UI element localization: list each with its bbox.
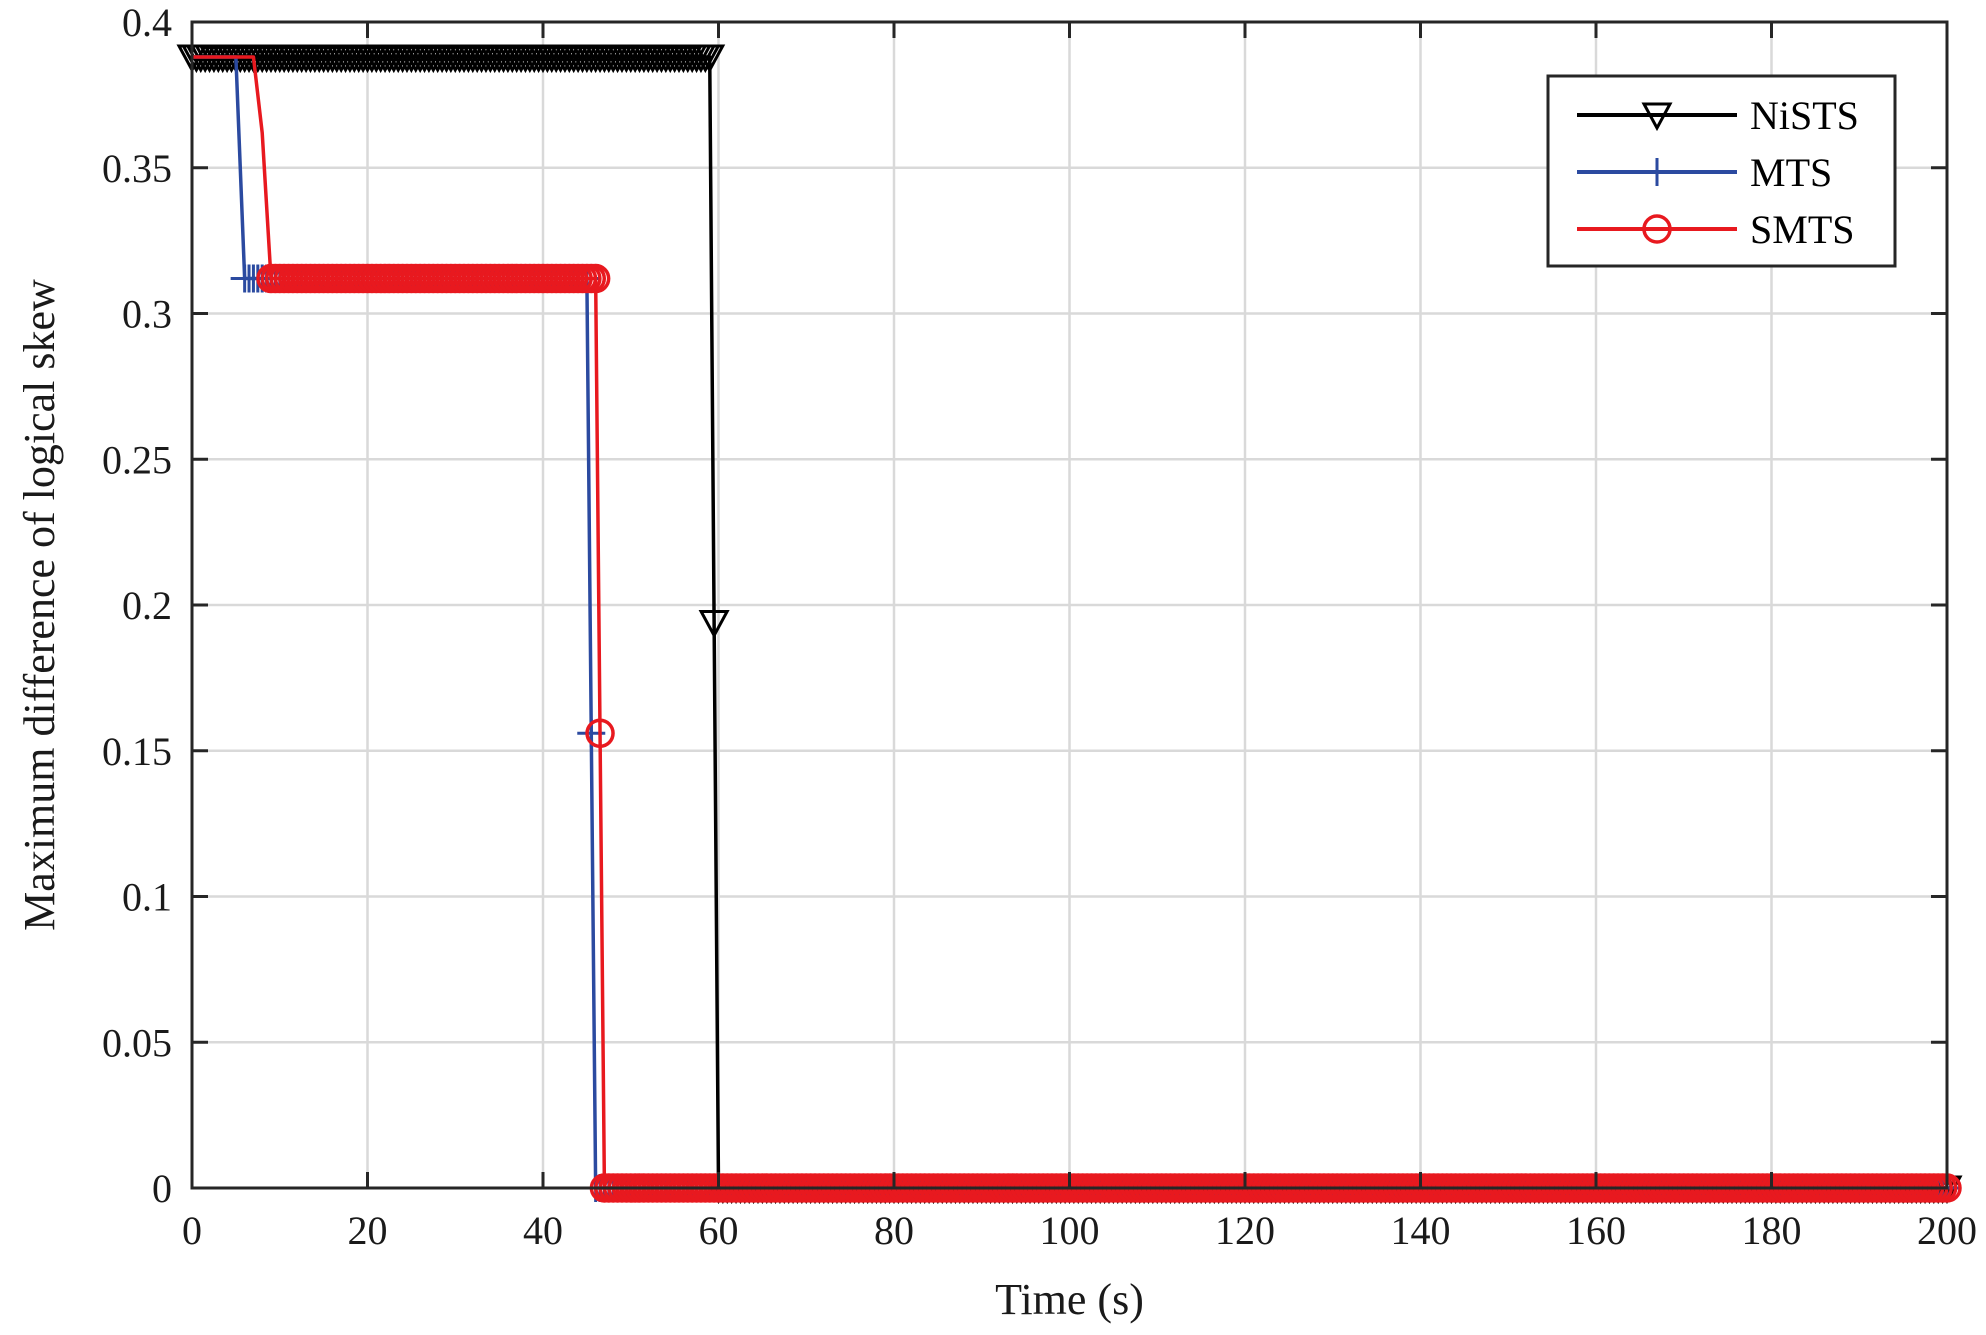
x-tick-label: 100 bbox=[1040, 1208, 1100, 1253]
x-tick-labels: 0 20 40 60 80 100 120 140 160 180 200 bbox=[182, 1208, 1977, 1253]
y-tick-label: 0.1 bbox=[122, 875, 172, 920]
x-tick-label: 20 bbox=[348, 1208, 388, 1253]
legend-label-mts: MTS bbox=[1750, 150, 1832, 195]
x-tick-label: 180 bbox=[1742, 1208, 1802, 1253]
legend-smts-marker bbox=[1642, 214, 1672, 244]
x-tick-label: 0 bbox=[182, 1208, 202, 1253]
y-tick-label: 0.4 bbox=[122, 0, 172, 45]
y-tick-label: 0.3 bbox=[122, 292, 172, 337]
grid bbox=[192, 22, 1947, 1188]
smts-marker bbox=[580, 263, 611, 294]
legend-item-nists: NiSTS bbox=[1577, 93, 1859, 138]
y-tick-label: 0.05 bbox=[102, 1020, 172, 1065]
legend-mts-marker bbox=[1643, 158, 1671, 186]
legend-label-smts: SMTS bbox=[1750, 207, 1855, 252]
nists-marker bbox=[694, 44, 726, 74]
y-tick-label: 0 bbox=[152, 1166, 172, 1211]
x-tick-label: 80 bbox=[874, 1208, 914, 1253]
x-tick-label: 160 bbox=[1566, 1208, 1626, 1253]
legend-item-mts: MTS bbox=[1577, 150, 1832, 195]
x-tick-label: 140 bbox=[1391, 1208, 1451, 1253]
tick-marks bbox=[190, 20, 1949, 1190]
x-tick-label: 60 bbox=[699, 1208, 739, 1253]
y-tick-labels: 0 0.05 0.1 0.15 0.2 0.25 0.3 0.35 0.4 bbox=[102, 0, 172, 1211]
y-tick-label: 0.35 bbox=[102, 146, 172, 191]
x-tick-label: 200 bbox=[1917, 1208, 1977, 1253]
legend-label-nists: NiSTS bbox=[1750, 93, 1859, 138]
legend: NiSTS MTS SMTS bbox=[1546, 74, 1897, 268]
y-axis-label: Maximum difference of logical skew bbox=[15, 279, 64, 931]
legend-item-smts: SMTS bbox=[1577, 207, 1855, 252]
y-tick-label: 0.2 bbox=[122, 583, 172, 628]
y-tick-label: 0.15 bbox=[102, 729, 172, 774]
x-axis-label: Time (s) bbox=[995, 1275, 1144, 1324]
nists-marker bbox=[698, 609, 730, 639]
y-tick-label: 0.25 bbox=[102, 437, 172, 482]
x-tick-label: 120 bbox=[1215, 1208, 1275, 1253]
smts-marker bbox=[585, 718, 615, 749]
legend-nists-marker bbox=[1641, 102, 1673, 132]
x-tick-label: 40 bbox=[523, 1208, 563, 1253]
